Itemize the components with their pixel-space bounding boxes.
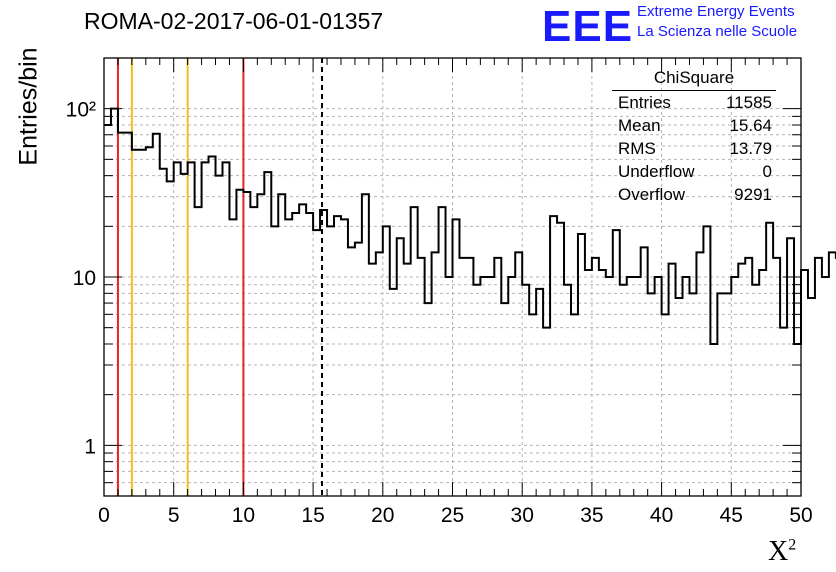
stats-label: Underflow xyxy=(618,162,695,181)
eee-logo: EEE xyxy=(542,2,634,51)
logo-line-2: La Scienza nelle Scuole xyxy=(637,23,798,40)
x-tick-label: 40 xyxy=(650,504,673,527)
axis-ticks xyxy=(103,58,802,496)
grid-layer xyxy=(103,58,802,496)
tick-labels: 0 5 10 15 20 25 30 35 40 45 50 1 10 10² xyxy=(66,99,813,527)
stats-title: ChiSquare xyxy=(612,66,776,91)
logo-line-1: Extreme Energy Events xyxy=(637,3,795,20)
x-tick-label: 5 xyxy=(168,504,180,527)
x-tick-label: 35 xyxy=(580,504,603,527)
stats-row-underflow: Underflow 0 xyxy=(612,160,776,183)
stats-row-rms: RMS 13.79 xyxy=(612,137,776,160)
x-tick-label: 50 xyxy=(789,504,812,527)
stats-value: 0 xyxy=(762,162,772,181)
stats-label: Entries xyxy=(618,93,671,112)
x-tick-label: 20 xyxy=(371,504,394,527)
stats-label: Overflow xyxy=(618,185,686,204)
stats-value: 15.64 xyxy=(729,116,772,135)
x-tick-label: 15 xyxy=(301,504,324,527)
y-tick-label: 10 xyxy=(73,267,96,290)
x-tick-label: 45 xyxy=(720,504,743,527)
y-tick-label: 1 xyxy=(84,435,96,458)
x-tick-label: 30 xyxy=(511,504,534,527)
histogram-series xyxy=(104,107,836,345)
y-axis-label: Entries/bin xyxy=(14,47,43,166)
y-tick-label: 10² xyxy=(66,99,96,122)
stats-row-mean: Mean 15.64 xyxy=(612,114,776,137)
x-tick-label: 0 xyxy=(98,504,110,527)
stats-value: 13.79 xyxy=(729,139,772,158)
x-axis-label: X2 xyxy=(768,536,797,567)
stats-label: Mean xyxy=(618,116,661,135)
x-tick-label: 10 xyxy=(232,504,255,527)
stats-value: 11585 xyxy=(725,93,772,112)
stats-value: 9291 xyxy=(734,185,772,204)
histogram-line xyxy=(104,107,836,345)
stats-row-overflow: Overflow 9291 xyxy=(612,183,776,206)
chart-title: ROMA-02-2017-06-01-01357 xyxy=(84,8,384,34)
x-tick-label: 25 xyxy=(441,504,464,527)
stats-label: RMS xyxy=(618,139,656,158)
stats-box: ChiSquare Entries 11585 Mean 15.64 RMS 1… xyxy=(612,66,776,206)
stats-row-entries: Entries 11585 xyxy=(612,91,776,114)
